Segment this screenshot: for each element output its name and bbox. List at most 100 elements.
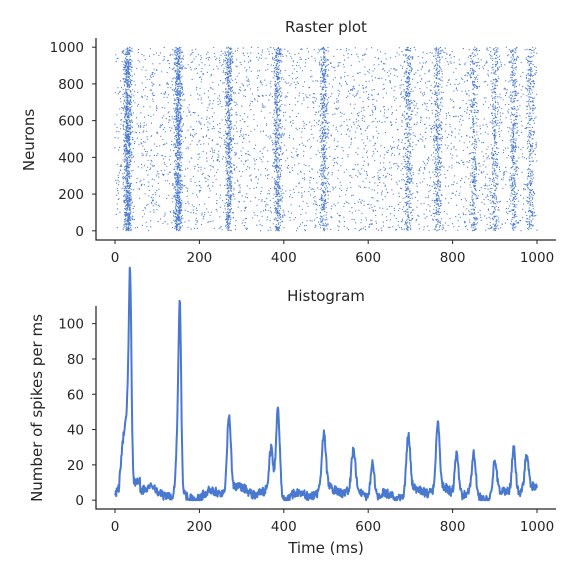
- spike-point: [141, 155, 143, 157]
- spike-point: [179, 157, 181, 159]
- spike-point: [333, 162, 336, 164]
- spike-point: [402, 67, 404, 70]
- spike-point: [453, 56, 455, 58]
- spike-point: [464, 62, 466, 64]
- spike-point: [449, 114, 451, 117]
- spike-point: [421, 66, 423, 68]
- spike-point: [261, 49, 263, 51]
- spike-point: [117, 176, 119, 178]
- spike-point: [124, 205, 127, 207]
- spike-point: [124, 135, 126, 137]
- spike-point: [238, 200, 240, 202]
- spike-point: [317, 111, 320, 113]
- spike-point: [494, 83, 496, 85]
- spike-point: [127, 114, 129, 116]
- spike-point: [466, 93, 468, 95]
- spike-point: [381, 77, 383, 79]
- spike-point: [267, 161, 269, 163]
- spike-point: [126, 60, 128, 62]
- spike-point: [124, 140, 126, 142]
- spike-point: [214, 149, 216, 151]
- spike-point: [404, 160, 406, 163]
- spike-point: [181, 91, 183, 93]
- spike-point: [358, 172, 360, 174]
- spike-point: [200, 71, 202, 73]
- spike-point: [250, 60, 252, 62]
- spike-point: [469, 213, 471, 216]
- spike-point: [197, 170, 199, 172]
- spike-point: [533, 177, 535, 179]
- spike-point: [391, 148, 393, 150]
- spike-point: [174, 103, 176, 105]
- spike-point: [315, 203, 317, 206]
- spike-point: [391, 205, 393, 207]
- spike-point: [400, 227, 403, 229]
- spike-point: [385, 188, 387, 190]
- spike-point: [313, 137, 315, 139]
- spike-point: [445, 177, 447, 179]
- spike-point: [213, 151, 215, 154]
- spike-point: [504, 222, 506, 224]
- spike-point: [303, 150, 305, 152]
- spike-point: [130, 101, 132, 103]
- spike-point: [129, 185, 132, 188]
- spike-point: [115, 60, 117, 63]
- spike-point: [314, 57, 316, 59]
- spike-point: [216, 143, 218, 145]
- spike-point: [209, 150, 211, 152]
- spike-point: [476, 64, 478, 66]
- spike-point: [180, 161, 182, 164]
- spike-point: [458, 213, 460, 215]
- spike-point: [207, 59, 210, 61]
- spike-point: [126, 70, 128, 73]
- spike-point: [116, 208, 118, 210]
- spike-point: [174, 227, 176, 229]
- spike-point: [204, 203, 206, 205]
- spike-point: [360, 222, 362, 224]
- spike-point: [320, 56, 322, 58]
- spike-point: [434, 137, 436, 139]
- spike-point: [199, 156, 201, 158]
- spike-point: [298, 191, 300, 193]
- spike-point: [401, 228, 403, 230]
- spike-point: [357, 90, 359, 92]
- spike-point: [399, 105, 401, 107]
- spike-point: [453, 145, 455, 148]
- spike-point: [292, 64, 294, 67]
- spike-point: [153, 179, 155, 181]
- spike-point: [123, 100, 125, 102]
- spike-point: [177, 209, 179, 211]
- spike-point: [497, 69, 499, 71]
- spike-point: [351, 207, 353, 209]
- spike-point: [477, 138, 479, 140]
- spike-point: [397, 165, 399, 167]
- spike-point: [131, 119, 133, 121]
- spike-point: [383, 112, 386, 114]
- spike-point: [298, 127, 301, 129]
- spike-point: [313, 197, 315, 199]
- spike-point: [308, 138, 310, 140]
- spike-point: [483, 97, 485, 99]
- spike-point: [129, 82, 131, 84]
- spike-point: [185, 202, 187, 205]
- spike-point: [401, 141, 403, 143]
- spike-point: [151, 164, 153, 166]
- spike-point: [371, 111, 374, 113]
- spike-point: [125, 207, 127, 209]
- spike-point: [494, 71, 496, 73]
- spike-point: [508, 178, 510, 180]
- spike-point: [296, 129, 298, 131]
- spike-point: [178, 194, 180, 196]
- spike-point: [366, 150, 368, 152]
- spike-point: [126, 163, 128, 165]
- spike-point: [294, 217, 297, 219]
- spike-point: [230, 230, 232, 232]
- spike-point: [141, 96, 143, 98]
- spike-point: [176, 98, 178, 100]
- spike-point: [478, 86, 481, 88]
- spike-point: [498, 166, 501, 168]
- spike-point: [114, 137, 116, 139]
- spike-point: [429, 124, 431, 127]
- spike-point: [173, 219, 175, 221]
- spike-point: [477, 78, 479, 80]
